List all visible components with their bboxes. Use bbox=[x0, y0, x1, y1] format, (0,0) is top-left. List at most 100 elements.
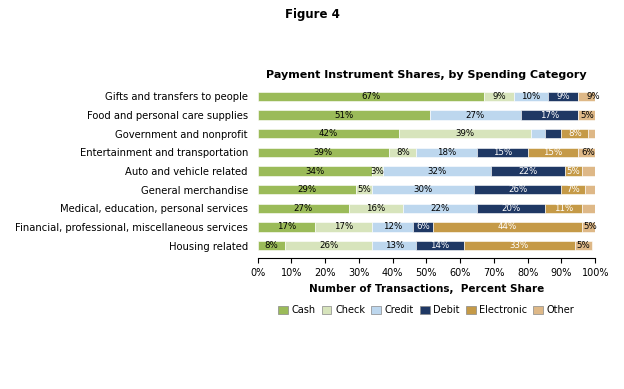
Text: 5%: 5% bbox=[580, 110, 593, 119]
Bar bbox=[514, 92, 548, 101]
Text: 14%: 14% bbox=[431, 241, 449, 250]
Bar bbox=[578, 92, 609, 101]
Bar bbox=[575, 241, 592, 250]
Bar bbox=[356, 185, 373, 194]
Text: 13%: 13% bbox=[385, 241, 404, 250]
Bar bbox=[430, 110, 521, 120]
Text: 26%: 26% bbox=[508, 185, 527, 194]
Bar bbox=[477, 148, 528, 157]
Bar bbox=[258, 204, 349, 213]
Text: 8%: 8% bbox=[568, 129, 582, 138]
Text: 8%: 8% bbox=[264, 241, 278, 250]
Bar bbox=[413, 223, 433, 231]
Text: 20%: 20% bbox=[501, 204, 520, 213]
Bar bbox=[548, 92, 578, 101]
Bar bbox=[285, 241, 373, 250]
Text: 7%: 7% bbox=[567, 185, 580, 194]
Text: 15%: 15% bbox=[544, 148, 563, 157]
Text: 34%: 34% bbox=[305, 166, 324, 175]
Bar bbox=[562, 129, 588, 138]
Bar bbox=[258, 148, 389, 157]
Bar bbox=[464, 241, 575, 250]
Bar bbox=[578, 110, 595, 120]
Text: 17%: 17% bbox=[334, 223, 353, 231]
Bar bbox=[582, 223, 598, 231]
Legend: Cash, Check, Credit, Debit, Electronic, Other: Cash, Check, Credit, Debit, Electronic, … bbox=[274, 301, 578, 319]
Text: 27%: 27% bbox=[466, 110, 485, 119]
Text: 29%: 29% bbox=[297, 185, 316, 194]
Bar bbox=[389, 148, 416, 157]
Bar bbox=[528, 148, 578, 157]
Bar bbox=[373, 185, 474, 194]
Bar bbox=[521, 110, 578, 120]
Bar bbox=[484, 92, 514, 101]
Bar bbox=[582, 204, 619, 213]
Bar bbox=[545, 204, 582, 213]
Text: 6%: 6% bbox=[416, 223, 430, 231]
Text: 9%: 9% bbox=[587, 92, 600, 101]
Bar bbox=[383, 166, 490, 176]
Text: 5%: 5% bbox=[357, 185, 371, 194]
Text: 22%: 22% bbox=[518, 166, 537, 175]
Bar bbox=[531, 129, 545, 138]
Bar bbox=[474, 185, 562, 194]
Bar bbox=[562, 185, 585, 194]
Bar bbox=[258, 92, 484, 101]
Title: Payment Instrument Shares, by Spending Category: Payment Instrument Shares, by Spending C… bbox=[266, 70, 587, 80]
Text: 12%: 12% bbox=[383, 223, 402, 231]
Text: 17%: 17% bbox=[540, 110, 559, 119]
Bar bbox=[578, 148, 598, 157]
Bar bbox=[258, 129, 399, 138]
Text: 22%: 22% bbox=[431, 204, 449, 213]
Text: 18%: 18% bbox=[437, 148, 456, 157]
Text: 8%: 8% bbox=[396, 148, 410, 157]
Bar bbox=[258, 223, 315, 231]
Text: 3%: 3% bbox=[371, 166, 384, 175]
Text: 11%: 11% bbox=[553, 204, 573, 213]
Text: 32%: 32% bbox=[427, 166, 446, 175]
Text: 30%: 30% bbox=[414, 185, 432, 194]
Bar bbox=[399, 129, 531, 138]
Text: 44%: 44% bbox=[498, 223, 517, 231]
Bar bbox=[416, 241, 464, 250]
Bar bbox=[565, 166, 582, 176]
Bar bbox=[349, 204, 402, 213]
X-axis label: Number of Transactions,  Percent Share: Number of Transactions, Percent Share bbox=[309, 284, 544, 294]
Text: 27%: 27% bbox=[293, 204, 313, 213]
Text: 39%: 39% bbox=[456, 129, 475, 138]
Bar bbox=[402, 204, 477, 213]
Bar bbox=[588, 129, 615, 138]
Text: 15%: 15% bbox=[493, 148, 512, 157]
Text: 10%: 10% bbox=[522, 92, 541, 101]
Text: Figure 4: Figure 4 bbox=[285, 8, 339, 21]
Bar bbox=[258, 241, 285, 250]
Text: 26%: 26% bbox=[319, 241, 338, 250]
Bar bbox=[490, 166, 565, 176]
Text: 9%: 9% bbox=[492, 92, 506, 101]
Bar bbox=[477, 204, 545, 213]
Text: 39%: 39% bbox=[314, 148, 333, 157]
Bar bbox=[416, 148, 477, 157]
Text: 5%: 5% bbox=[577, 241, 590, 250]
Text: 5%: 5% bbox=[567, 166, 580, 175]
Text: 16%: 16% bbox=[366, 204, 386, 213]
Bar bbox=[433, 223, 582, 231]
Text: 5%: 5% bbox=[583, 223, 597, 231]
Bar bbox=[582, 166, 598, 176]
Text: 9%: 9% bbox=[557, 92, 570, 101]
Bar bbox=[585, 185, 609, 194]
Text: 17%: 17% bbox=[276, 223, 296, 231]
Text: 42%: 42% bbox=[319, 129, 338, 138]
Bar bbox=[373, 166, 383, 176]
Bar bbox=[258, 166, 373, 176]
Text: 67%: 67% bbox=[361, 92, 381, 101]
Bar bbox=[258, 110, 430, 120]
Bar bbox=[315, 223, 373, 231]
Bar bbox=[373, 241, 416, 250]
Bar bbox=[545, 129, 562, 138]
Bar bbox=[373, 223, 413, 231]
Text: 33%: 33% bbox=[510, 241, 529, 250]
Text: 6%: 6% bbox=[582, 148, 595, 157]
Text: 51%: 51% bbox=[334, 110, 353, 119]
Bar bbox=[258, 185, 356, 194]
